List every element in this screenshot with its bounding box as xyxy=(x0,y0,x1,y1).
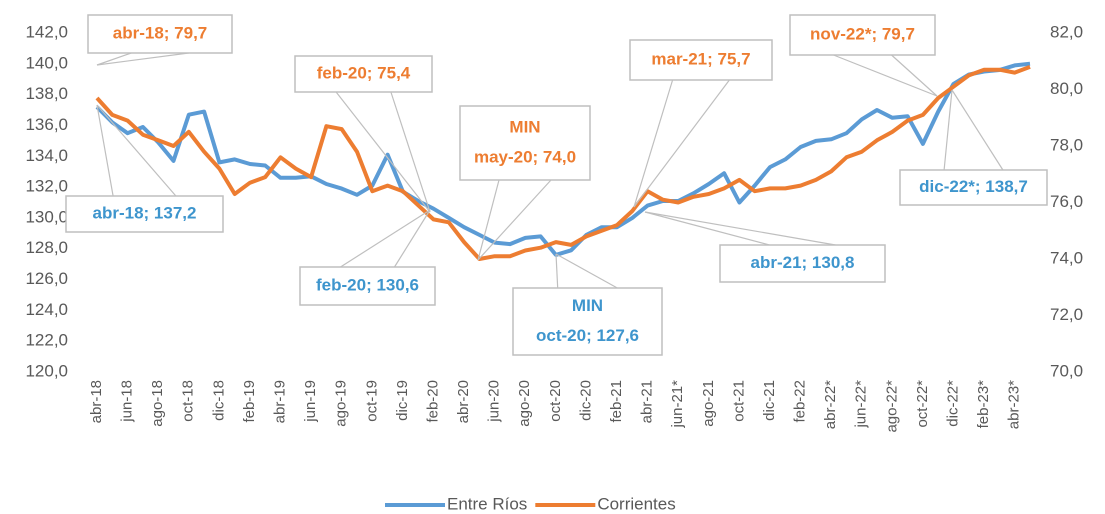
x-tick-label: oct-20 xyxy=(547,380,564,422)
annotation-box xyxy=(294,55,433,93)
y-tick-label: 138,0 xyxy=(25,84,68,103)
leader-line xyxy=(96,104,177,197)
y-tick-label: 140,0 xyxy=(25,53,68,72)
y-tick-label: 134,0 xyxy=(25,146,68,165)
annotation-text: abr-18; 137,2 xyxy=(93,203,197,222)
x-tick-label: jun-22* xyxy=(853,380,870,429)
annotation-box xyxy=(789,14,936,56)
series-line xyxy=(95,65,1031,261)
annotation-text: nov-22*; 79,7 xyxy=(810,24,915,43)
x-tick-label: dic-22* xyxy=(944,380,961,427)
leader-line xyxy=(633,79,730,208)
y-tick-label: 132,0 xyxy=(25,177,68,196)
y2-tick-label: 82,0 xyxy=(1050,22,1083,41)
leader-line xyxy=(943,89,953,171)
annotation-box xyxy=(65,195,224,233)
x-tick-label: dic-19 xyxy=(394,380,411,421)
x-tick-label: ago-19 xyxy=(333,380,350,427)
y2-tick-label: 70,0 xyxy=(1050,361,1083,380)
annotation-text: abr-18; 79,7 xyxy=(113,23,208,42)
x-tick-label: abr-20 xyxy=(455,380,472,423)
annotation-text: dic-22*; 138,7 xyxy=(919,177,1028,196)
leader-line xyxy=(477,179,500,261)
x-tick-label: jun-20 xyxy=(486,380,503,423)
x-tick-label: abr-18 xyxy=(88,380,105,423)
leader-line xyxy=(555,253,559,289)
y-tick-label: 124,0 xyxy=(25,300,68,319)
x-tick-label: feb-23* xyxy=(975,380,992,429)
y2-tick-label: 72,0 xyxy=(1050,305,1083,324)
leader-line xyxy=(633,79,674,208)
y2-tick-label: 76,0 xyxy=(1050,192,1083,211)
y-tick-label: 128,0 xyxy=(25,238,68,257)
annotation-box xyxy=(629,39,773,81)
x-tick-label: feb-19 xyxy=(241,380,258,423)
y-tick-label: 130,0 xyxy=(25,207,68,226)
x-tick-label: abr-22* xyxy=(822,380,839,429)
annotation-text: MIN xyxy=(509,117,540,136)
y2-tick-label: 74,0 xyxy=(1050,248,1083,267)
x-tick-label: dic-20 xyxy=(577,380,594,421)
y-tick-label: 136,0 xyxy=(25,115,68,134)
leader-line xyxy=(644,211,836,246)
x-tick-label: abr-23* xyxy=(1006,380,1023,429)
x-tick-label: ago-20 xyxy=(516,380,533,427)
y2-tick-label: 80,0 xyxy=(1050,79,1083,98)
x-tick-label: jun-19 xyxy=(302,380,319,423)
y2-tick-label: 78,0 xyxy=(1050,135,1083,154)
annotation-box xyxy=(719,244,886,283)
x-tick-label: abr-19 xyxy=(272,380,289,423)
x-tick-label: dic-18 xyxy=(210,380,227,421)
y-tick-label: 126,0 xyxy=(25,269,68,288)
annotation-box xyxy=(87,14,233,54)
x-tick-label: dic-21 xyxy=(761,380,778,421)
y-tick-label: 122,0 xyxy=(25,331,68,350)
annotation-text: feb-20; 75,4 xyxy=(317,63,411,82)
legend-label: Entre Ríos xyxy=(447,494,527,513)
leader-line xyxy=(96,52,189,66)
legend-label: Corrientes xyxy=(597,494,675,513)
x-tick-label: abr-21 xyxy=(639,380,656,423)
x-tick-label: oct-21 xyxy=(730,380,747,422)
annotation-text: may-20; 74,0 xyxy=(474,147,576,166)
y-tick-label: 120,0 xyxy=(25,361,68,380)
annotation-text: feb-20; 130,6 xyxy=(316,275,419,294)
leader-line xyxy=(340,209,431,268)
annotation-box xyxy=(459,105,591,181)
leader-line xyxy=(833,54,938,97)
leader-line xyxy=(644,211,770,246)
y-tick-label: 142,0 xyxy=(25,22,68,41)
leader-line xyxy=(477,179,552,261)
leader-line xyxy=(951,89,1004,171)
x-tick-label: oct-18 xyxy=(180,380,197,422)
x-tick-label: oct-22* xyxy=(914,380,931,428)
leader-line xyxy=(555,253,618,289)
x-tick-label: ago-21 xyxy=(700,380,717,427)
annotation-text: MIN xyxy=(572,296,603,315)
leader-line xyxy=(393,209,431,268)
x-tick-label: oct-19 xyxy=(363,380,380,422)
leader-line xyxy=(96,52,132,66)
annotation-box xyxy=(512,287,663,356)
x-tick-label: jun-18 xyxy=(119,380,136,423)
leader-line xyxy=(335,91,431,213)
leader-line xyxy=(891,54,938,97)
annotation-box xyxy=(299,266,436,306)
x-tick-label: ago-18 xyxy=(149,380,166,427)
leader-line xyxy=(96,104,114,197)
x-tick-label: jun-21* xyxy=(669,380,686,429)
annotation-text: mar-21; 75,7 xyxy=(651,49,750,68)
annotation-text: abr-21; 130,8 xyxy=(751,253,855,272)
annotation-box xyxy=(899,169,1048,206)
x-tick-label: feb-21 xyxy=(608,380,625,423)
annotation-text: oct-20; 127,6 xyxy=(536,326,639,345)
series-line xyxy=(95,61,1031,257)
leader-line xyxy=(390,91,431,213)
x-tick-label: feb-20 xyxy=(424,380,441,423)
x-tick-label: ago-22* xyxy=(883,380,900,433)
x-tick-label: feb-22 xyxy=(792,380,809,423)
